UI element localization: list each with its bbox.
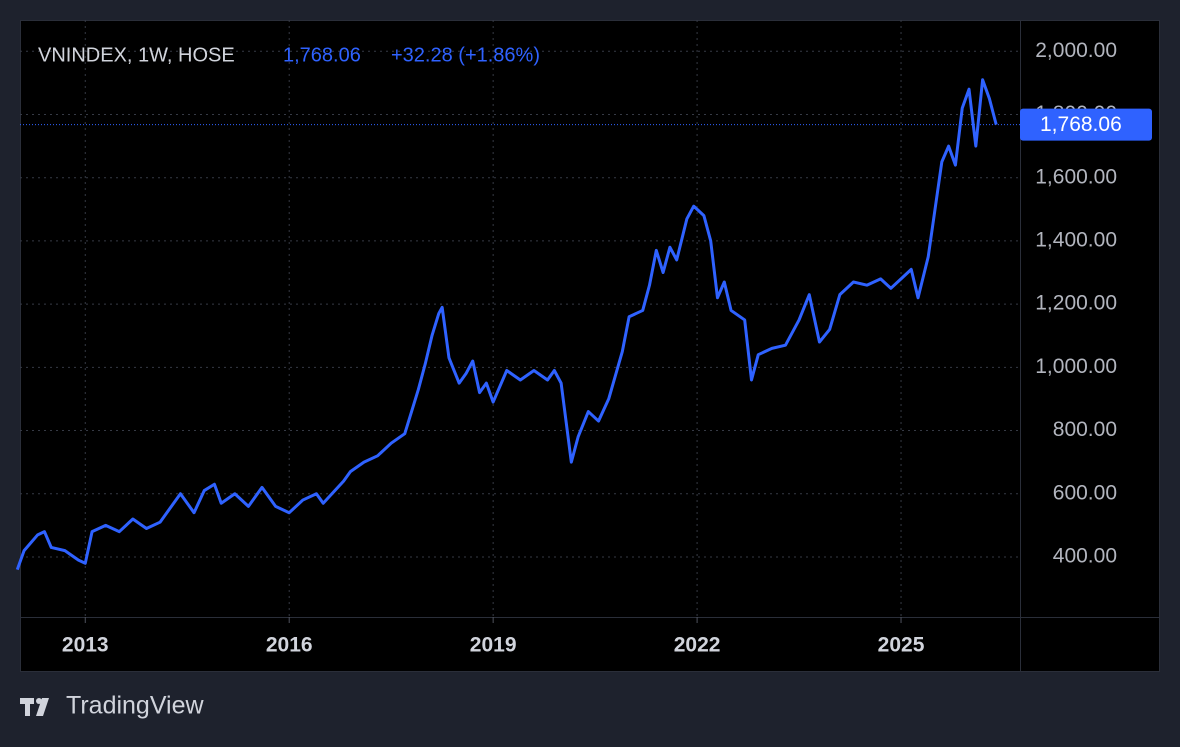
plot xyxy=(15,78,1020,571)
last-price-tag xyxy=(1020,108,1152,141)
x-tick-label: 2022 xyxy=(674,634,721,657)
logo-icon xyxy=(20,698,49,716)
last-price-label: 1,768.06 xyxy=(1040,113,1122,136)
y-tick-label: 1,200.00 xyxy=(1035,292,1117,315)
x-tick-label: 2019 xyxy=(470,634,517,657)
price: 1,768.06 xyxy=(283,44,361,66)
logo: TradingView xyxy=(20,692,205,720)
logo-dot xyxy=(36,698,42,704)
price-line xyxy=(15,78,998,571)
x-tick-label: 2025 xyxy=(878,634,925,657)
y-tick-label: 800.00 xyxy=(1053,418,1117,441)
x-tick-label: 2013 xyxy=(62,634,109,657)
change: +32.28 (+1.86%) xyxy=(391,44,540,66)
source: TradingView xyxy=(66,692,205,720)
axes: 400.00 600.00 800.00 1,000.00 1,200.00 1,400.… xyxy=(62,39,1152,657)
y-tick-label: 2,000.00 xyxy=(1035,39,1117,62)
grid xyxy=(20,20,1020,617)
x-tick-label: 2016 xyxy=(266,634,313,657)
symbol: VNINDEX, 1W, HOSE xyxy=(38,44,235,66)
chart-panel xyxy=(20,20,1160,672)
y-tick-label: 1,000.00 xyxy=(1035,355,1117,378)
y-tick-label: 400.00 xyxy=(1053,544,1117,567)
y-tick-label: 1,400.00 xyxy=(1035,228,1117,251)
y-tick-label: 1,600.00 xyxy=(1035,165,1117,188)
y-tick-label: 600.00 xyxy=(1053,481,1117,504)
